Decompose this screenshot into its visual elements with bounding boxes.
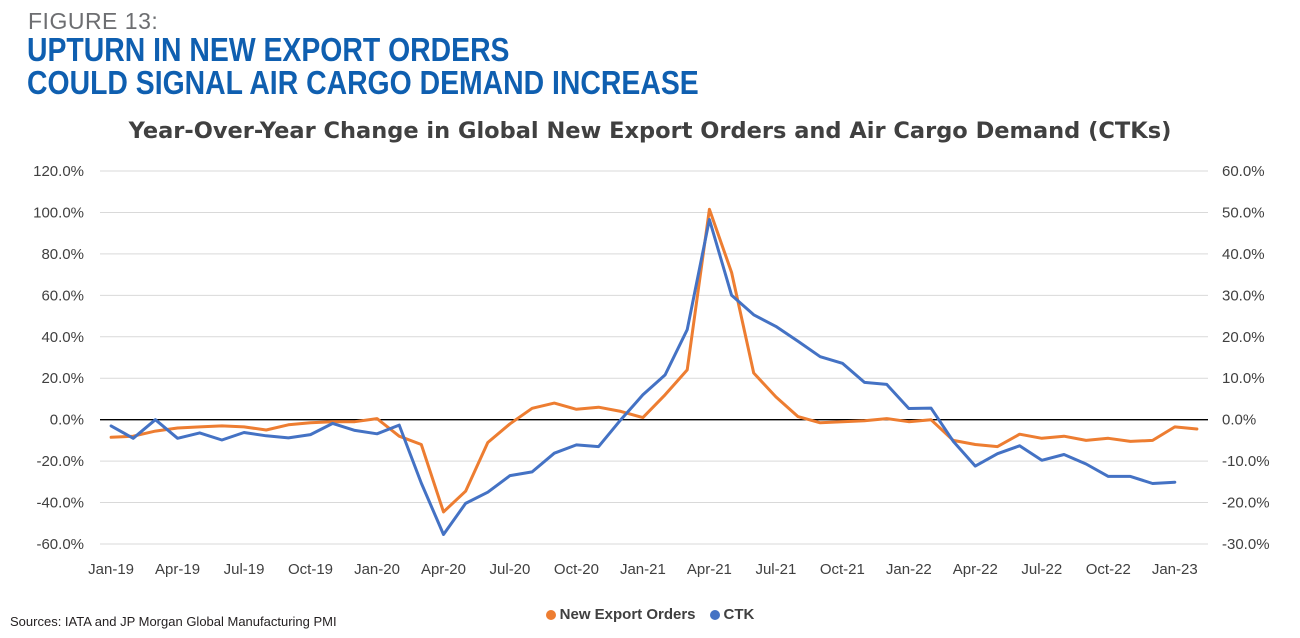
x-tick-label: Jul-19 <box>224 561 265 578</box>
left-tick-label: 100.0% <box>33 204 84 221</box>
left-tick-label: -40.0% <box>36 495 84 512</box>
x-tick-label: Jan-23 <box>1152 561 1198 578</box>
left-axis-ticks: -60.0% -40.0% -20.0% 0.0% 20.0% 40.0% 60.0% 80.… <box>33 163 84 553</box>
x-tick-label: Jan-19 <box>88 561 134 578</box>
left-tick-label: -60.0% <box>36 536 84 553</box>
series-lines <box>109 207 1199 536</box>
right-tick-label: 30.0% <box>1222 287 1265 304</box>
left-tick-label: 40.0% <box>41 329 84 346</box>
x-tick-label: Oct-20 <box>554 561 599 578</box>
right-tick-label: -30.0% <box>1222 536 1270 553</box>
left-tick-label: 20.0% <box>41 370 84 387</box>
legend-item-ctk: CTK <box>709 606 755 623</box>
right-tick-label: 40.0% <box>1222 246 1265 263</box>
x-tick-label: Apr-22 <box>953 561 998 578</box>
x-tick-label: Jul-20 <box>490 561 531 578</box>
x-axis-ticks: Jan-19 Apr-19 Jul-19 Oct-19 Jan-20 Apr-20 Jul-… <box>88 561 1198 578</box>
legend-marker-ctk <box>709 609 720 620</box>
figure-title: UPTURN IN NEW EXPORT ORDERS COULD SIGNAL… <box>27 31 699 101</box>
right-tick-label: 0.0% <box>1222 412 1256 429</box>
left-tick-label: -20.0% <box>36 453 84 470</box>
right-tick-label: 60.0% <box>1222 163 1265 180</box>
x-tick-label: Jan-22 <box>886 561 932 578</box>
x-tick-label: Jan-21 <box>620 561 666 578</box>
figure-label: FIGURE 13: <box>28 8 159 34</box>
x-tick-label: Jul-22 <box>1021 561 1062 578</box>
legend-marker-new-export-orders <box>545 609 556 620</box>
x-tick-label: Apr-21 <box>687 561 732 578</box>
chart-title: Year-Over-Year Change in Global New Expo… <box>128 118 1172 144</box>
source-note: Sources: IATA and JP Morgan Global Manuf… <box>10 614 337 629</box>
legend-item-new-export-orders: New Export Orders <box>545 606 696 623</box>
series-line-ctk <box>109 218 1177 536</box>
right-axis-ticks: -30.0% -20.0% -10.0% 0.0% 10.0% 20.0% 30.0% 40.… <box>1222 163 1270 553</box>
figure-title-line-1: UPTURN IN NEW EXPORT ORDERS <box>27 31 510 68</box>
left-tick-label: 120.0% <box>33 163 84 180</box>
right-tick-label: -10.0% <box>1222 453 1270 470</box>
legend-label-ctk: CTK <box>723 606 755 623</box>
right-tick-label: -20.0% <box>1222 495 1270 512</box>
legend-label-new-export-orders: New Export Orders <box>559 606 696 623</box>
legend: New Export Orders CTK <box>0 606 1300 623</box>
x-tick-label: Oct-21 <box>820 561 865 578</box>
x-tick-label: Oct-22 <box>1086 561 1131 578</box>
left-tick-label: 0.0% <box>50 412 84 429</box>
x-tick-label: Apr-19 <box>155 561 200 578</box>
x-tick-label: Oct-19 <box>288 561 333 578</box>
left-tick-label: 80.0% <box>41 246 84 263</box>
figure-title-line-2: COULD SIGNAL AIR CARGO DEMAND INCREASE <box>27 64 699 101</box>
left-tick-label: 60.0% <box>41 287 84 304</box>
right-tick-label: 50.0% <box>1222 204 1265 221</box>
right-tick-label: 20.0% <box>1222 329 1265 346</box>
x-tick-label: Jul-21 <box>755 561 796 578</box>
x-tick-label: Jan-20 <box>354 561 400 578</box>
series-line-new-export-orders <box>109 207 1199 514</box>
x-tick-label: Apr-20 <box>421 561 466 578</box>
right-tick-label: 10.0% <box>1222 370 1265 387</box>
gridlines <box>100 170 1208 545</box>
